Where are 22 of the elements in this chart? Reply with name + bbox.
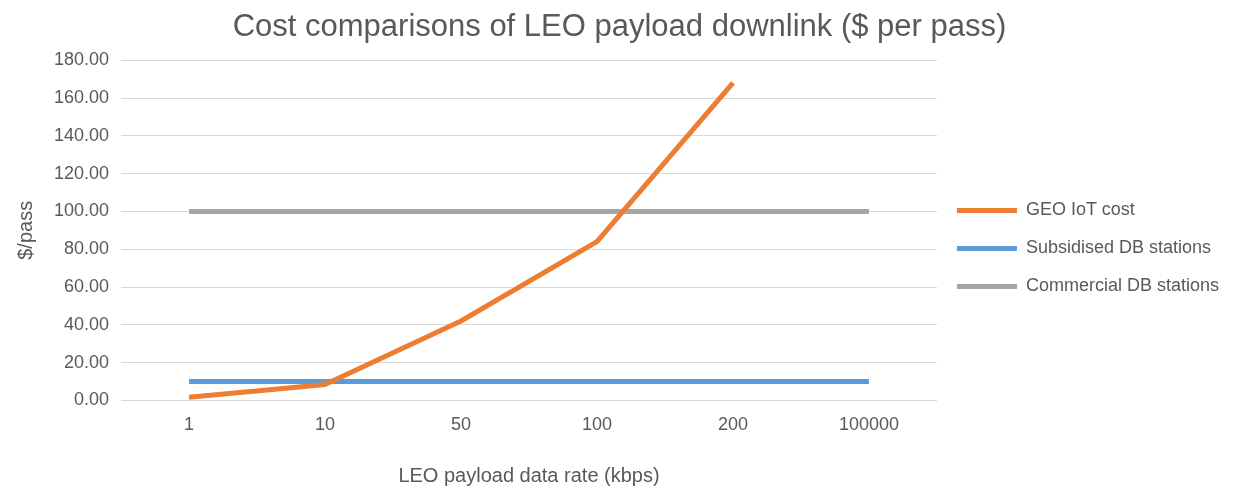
y-tick-label: 100.00 (53, 200, 110, 221)
y-tick-label: 120.00 (53, 162, 110, 183)
x-tick-label: 50 (450, 414, 472, 435)
y-tick-label: 40.00 (64, 313, 110, 334)
y-tick-label: 20.00 (64, 351, 110, 372)
y-tick-label: 60.00 (64, 275, 110, 296)
chart-title: Cost comparisons of LEO payload downlink ($ per pass) (232, 8, 1007, 44)
x-tick-label: 200 (717, 414, 748, 435)
y-tick-label: 140.00 (53, 124, 110, 145)
y-tick-label: 160.00 (53, 86, 110, 107)
y-tick-label: 180.00 (53, 49, 110, 70)
x-tick-label: 100000 (838, 414, 899, 435)
x-tick-label: 1 (184, 414, 195, 435)
x-tick-label: 100 (581, 414, 613, 435)
x-axis-title: LEO payload data rate (kbps) (398, 463, 660, 486)
y-tick-label: 80.00 (64, 238, 110, 259)
y-tick-label: 0.00 (74, 389, 110, 410)
legend-label: Commercial DB stations (1025, 275, 1220, 296)
legend-label: GEO IoT cost (1025, 199, 1135, 220)
x-tick-label: 10 (315, 414, 336, 435)
legend-label: Subsidised DB stations (1025, 237, 1212, 258)
y-axis-title: $/pass (13, 200, 36, 260)
